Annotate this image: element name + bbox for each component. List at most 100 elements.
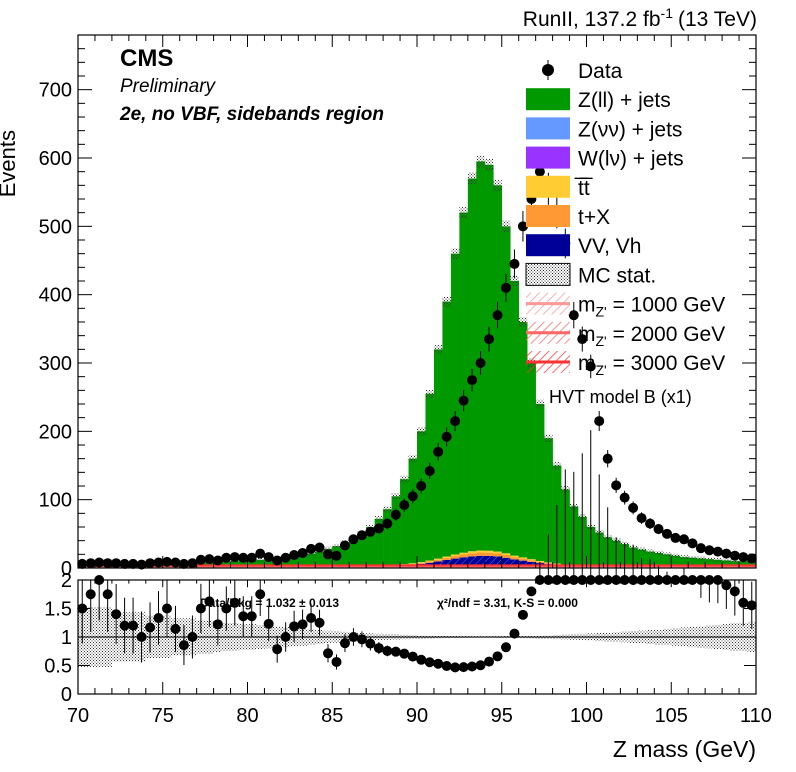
zll-bar — [366, 527, 375, 567]
data-point — [187, 558, 198, 569]
x-tick-label: 80 — [236, 705, 258, 727]
data-point — [450, 416, 461, 427]
data-point — [365, 526, 376, 537]
data-point — [272, 555, 283, 566]
cms-label: CMS — [120, 45, 173, 72]
tt-bar — [442, 556, 452, 558]
zll-bar — [459, 212, 469, 553]
x-axis-title: Z mass (GeV) — [613, 736, 756, 762]
tx-bar — [510, 557, 519, 560]
data-point — [585, 361, 596, 372]
data-point — [458, 395, 469, 406]
mc-stat-bin — [408, 455, 417, 463]
legend-item-zll: Z(ll) + jets — [526, 88, 671, 112]
preliminary-label: Preliminary — [120, 76, 217, 97]
ratio-point — [416, 654, 427, 665]
data-point — [94, 557, 105, 568]
data-point — [195, 554, 206, 565]
zll-bar — [298, 555, 308, 568]
zll-bar — [527, 363, 536, 560]
zll-bar — [484, 164, 494, 551]
legend-item-tx: t+X — [526, 205, 610, 229]
ratio-point — [170, 623, 181, 634]
legend-swatch — [525, 262, 571, 286]
data-point — [153, 557, 164, 568]
data-point — [721, 548, 732, 559]
vv-bar — [476, 555, 486, 568]
tt-bar — [408, 563, 418, 564]
mc-stat-bin — [493, 179, 502, 192]
data-point — [255, 548, 266, 559]
data-point — [484, 334, 495, 345]
mc-stat-bin — [332, 543, 341, 549]
ratio-point — [212, 619, 223, 630]
legend-item-data: Data — [542, 60, 623, 83]
mc-stat-bin — [417, 427, 426, 436]
ratio-point — [102, 589, 113, 600]
mc-stat-bin — [662, 552, 672, 557]
ratio-point — [153, 613, 164, 623]
tx-bar — [408, 563, 418, 565]
tx-bar — [425, 561, 435, 563]
data-point — [594, 416, 605, 427]
ratio-point — [272, 644, 283, 655]
mc-stat-bin — [255, 558, 265, 562]
ratio-y-axis: 0 0.5 1 1.5 2 — [44, 570, 756, 706]
tx-bar — [467, 553, 477, 557]
mc-stat-bin — [654, 550, 663, 555]
legend-label: Z(ll) + jets — [578, 89, 671, 112]
x-tick-label: 110 — [740, 705, 772, 727]
data-point — [602, 453, 613, 464]
data-point — [170, 557, 181, 568]
legend-item-z2000: mZ' = 2000 GeV — [526, 321, 725, 349]
mc-stat-bin — [705, 557, 714, 561]
tx-bar — [484, 552, 494, 556]
y-tick-label: 300 — [39, 353, 72, 375]
ratio-pad: 0 0.5 1 1.5 2 70 75 80 85 90 95 100 105 110 — [44, 430, 772, 727]
legend-swatch — [526, 117, 570, 140]
legend-swatch — [526, 205, 570, 227]
data-point — [246, 552, 257, 563]
ratio-point — [314, 617, 325, 628]
data-point — [695, 543, 706, 554]
ratio-point — [390, 646, 401, 657]
legend-label: Z(νν) + jets — [578, 118, 682, 141]
ratio-point — [85, 589, 96, 600]
zll-bar — [383, 509, 392, 566]
data-point — [636, 513, 647, 524]
ratio-y-tick-label: 0.5 — [44, 656, 72, 678]
data-point — [323, 549, 334, 560]
zll-bar — [306, 553, 316, 568]
tt-bar — [476, 550, 486, 553]
ratio-point — [399, 648, 410, 659]
ratio-point — [356, 634, 367, 645]
vv-bar — [442, 560, 452, 568]
tt-bar — [518, 557, 528, 559]
data-point — [221, 552, 232, 563]
ratio-point — [195, 603, 206, 614]
legend-swatch — [526, 146, 570, 169]
y-tick-label: 600 — [39, 148, 72, 170]
zll-bar — [340, 542, 350, 567]
data-point — [534, 166, 545, 177]
ratio-point — [263, 618, 274, 629]
data-point — [77, 558, 88, 569]
data-point — [424, 465, 435, 476]
ratio-point — [136, 632, 147, 642]
mc-stat-band — [78, 155, 756, 567]
legend-swatch — [526, 234, 570, 257]
mc-stat-bin — [713, 558, 723, 562]
main-y-axis: 0 100 200 300 400 500 600 700 — [39, 48, 756, 580]
mc-stat-bin — [679, 555, 689, 559]
mc-stat-bin — [544, 434, 553, 443]
y-tick-label: 700 — [39, 80, 72, 102]
region-label: 2e, no VBF, sidebands region — [119, 104, 384, 125]
data-point — [492, 310, 503, 321]
zll-bar — [510, 281, 519, 556]
legend-item-z3000: mZ' = 3000 GeV — [526, 351, 725, 378]
tt-bar — [535, 560, 545, 562]
data-point — [517, 221, 528, 232]
x-tick-label: 75 — [152, 705, 174, 727]
mc-stat-bin — [391, 493, 401, 500]
data-point — [568, 310, 579, 321]
